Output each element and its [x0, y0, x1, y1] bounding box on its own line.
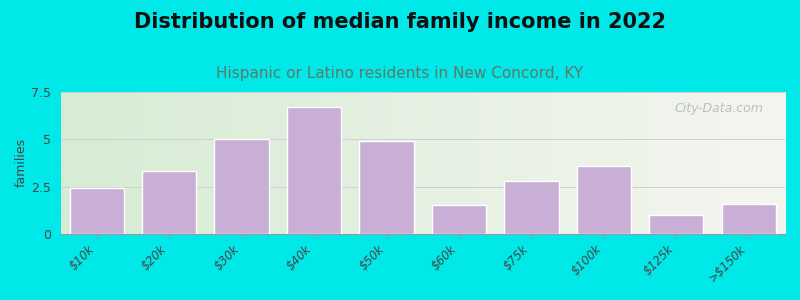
Bar [287, 107, 342, 234]
Bar [504, 181, 558, 234]
Text: Distribution of median family income in 2022: Distribution of median family income in … [134, 12, 666, 32]
Bar [722, 204, 776, 234]
Text: City-Data.com: City-Data.com [674, 102, 763, 115]
Bar [649, 215, 703, 234]
Bar [577, 166, 631, 234]
Y-axis label: families: families [15, 138, 28, 188]
Bar [432, 206, 486, 234]
Bar [214, 139, 269, 234]
Text: Hispanic or Latino residents in New Concord, KY: Hispanic or Latino residents in New Conc… [217, 66, 583, 81]
Bar [70, 188, 124, 234]
Bar [142, 171, 196, 234]
Bar [359, 141, 414, 234]
